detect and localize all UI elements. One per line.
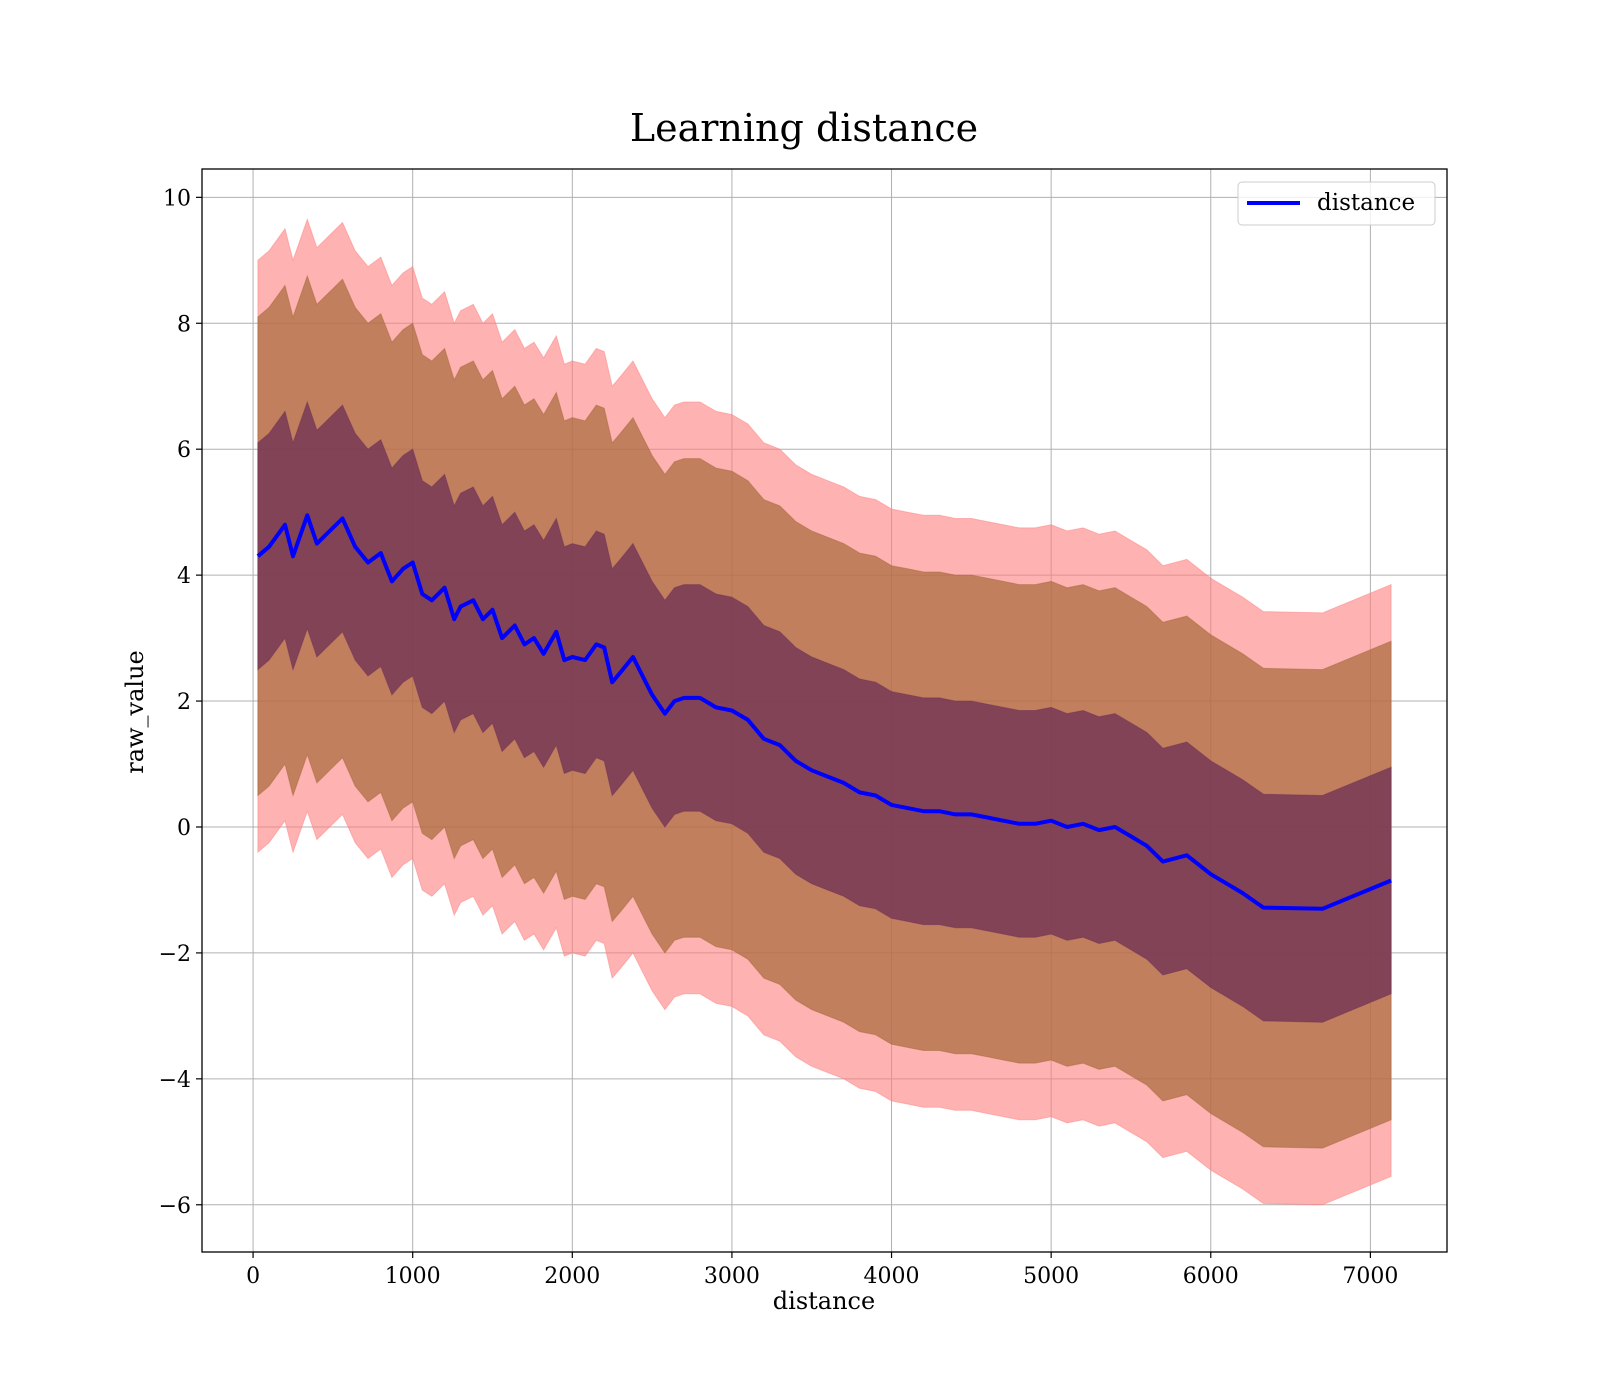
x-tick-label: 4000: [864, 1264, 920, 1289]
y-tick-label: 2: [177, 690, 191, 715]
y-tick-label: 10: [163, 186, 191, 211]
plot-frame: [201, 168, 1448, 1253]
legend: distance: [1237, 181, 1436, 226]
x-tick-label: 6000: [1183, 1264, 1239, 1289]
confidence-bands: [257, 217, 1392, 1206]
y-tick-label: −6: [159, 1194, 191, 1219]
band-inner: [257, 400, 1392, 1023]
x-tick-label: 3000: [704, 1264, 760, 1289]
series-layer: [256, 513, 1392, 911]
x-tick-label: 2000: [544, 1264, 600, 1289]
y-tick-label: 8: [177, 312, 191, 337]
x-tick-label: 5000: [1023, 1264, 1079, 1289]
y-axis-label: raw_value: [121, 650, 149, 774]
x-tick-label: 7000: [1342, 1264, 1398, 1289]
x-axis-label: distance: [773, 1287, 875, 1315]
y-tick-label: −2: [159, 942, 191, 967]
y-tick-label: −4: [159, 1068, 191, 1093]
legend-box: [1237, 181, 1436, 226]
y-tick-label: 6: [177, 438, 191, 463]
x-axis: 0 1000 2000 3000 4000 5000 6000 7000: [246, 1252, 1398, 1289]
x-tick-label: 0: [246, 1264, 260, 1289]
x-tick-label: 1000: [385, 1264, 441, 1289]
y-axis: −6 −4 −2 0 2 4 6 8 10: [159, 186, 202, 1219]
y-tick-label: 4: [177, 564, 191, 589]
series-line-distance: [256, 513, 1392, 911]
legend-label-distance: distance: [1317, 190, 1415, 216]
chart-title: Learning distance: [630, 106, 978, 150]
y-tick-label: 0: [177, 816, 191, 841]
